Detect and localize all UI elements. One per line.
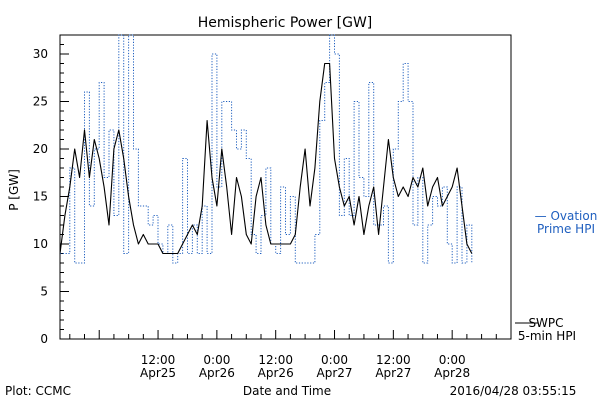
legend-ovation: — Ovation Prime HPI xyxy=(535,209,598,236)
y-axis: 0 5 10 15 20 25 30 xyxy=(33,34,69,346)
y-tick-label: 25 xyxy=(33,95,48,109)
x-tick-label: 12:00 xyxy=(258,353,293,367)
x-tick-label: 0:00 xyxy=(321,353,348,367)
x-tick-date-label: Apr28 xyxy=(434,366,470,380)
x-tick-date-label: Apr25 xyxy=(140,366,176,380)
y-tick-label: 0 xyxy=(40,332,48,346)
x-axis: 12:00Apr250:00Apr2612:00Apr260:00Apr2712… xyxy=(69,330,512,380)
series-group xyxy=(59,34,473,264)
x-tick-date-label: Apr27 xyxy=(375,366,411,380)
legend-swpc: SWPC 5-min HPI xyxy=(515,316,576,343)
footer-timestamp: 2016/04/28 03:55:15 xyxy=(450,384,577,398)
x-axis-label: Date and Time xyxy=(243,384,331,398)
footer-credit: Plot: CCMC xyxy=(5,384,71,398)
y-tick-label: 30 xyxy=(33,47,48,61)
y-tick-label: 15 xyxy=(33,190,48,204)
x-tick-date-label: Apr26 xyxy=(199,366,235,380)
ovation-prime-hpi-line xyxy=(60,34,473,264)
x-tick-label: 0:00 xyxy=(439,353,466,367)
x-tick-label: 12:00 xyxy=(141,353,176,367)
x-tick-date-label: Apr27 xyxy=(317,366,353,380)
x-tick-label: 12:00 xyxy=(376,353,411,367)
y-tick-label: 10 xyxy=(33,237,48,251)
legend-ovation-line2: Prime HPI xyxy=(537,222,595,236)
x-tick-label: 0:00 xyxy=(203,353,230,367)
swpc-5min-hpi-line xyxy=(59,62,473,255)
x-tick-date-label: Apr26 xyxy=(258,366,294,380)
chart-title: Hemispheric Power [GW] xyxy=(198,15,373,31)
legend-swpc-line2: 5-min HPI xyxy=(518,329,576,343)
y-tick-label: 5 xyxy=(40,285,48,299)
y-tick-label: 20 xyxy=(33,142,48,156)
legend-swpc-line1: SWPC xyxy=(528,316,563,330)
y-axis-label: P [GW] xyxy=(7,169,21,211)
legend-ovation-line1: — Ovation xyxy=(535,209,598,223)
